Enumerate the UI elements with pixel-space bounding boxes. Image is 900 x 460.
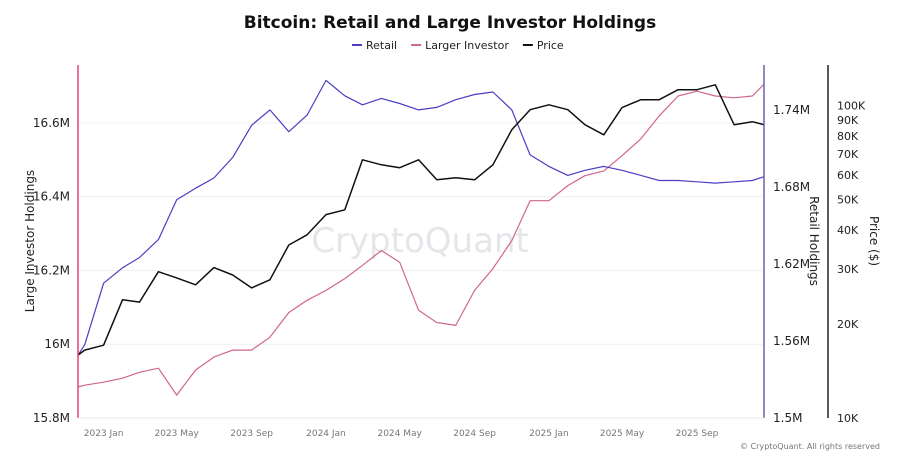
x-tick-label: 2023 Jan xyxy=(84,429,124,439)
left-tick-label: 16M xyxy=(44,337,70,351)
retail-axis-label: Retail Holdings xyxy=(807,196,821,286)
x-tick-label: 2023 Sep xyxy=(230,429,273,439)
left-tick-label: 16.6M xyxy=(33,116,70,130)
retail-tick-label: 1.62M xyxy=(773,257,810,271)
left-tick-label: 15.8M xyxy=(33,411,70,425)
left-tick-label: 16.2M xyxy=(33,263,70,277)
price-tick-label: 90K xyxy=(837,114,859,127)
copyright: © CryptoQuant. All rights reserved xyxy=(740,442,880,451)
x-tick-label: 2024 May xyxy=(377,429,422,439)
price-tick-label: 40K xyxy=(837,224,859,237)
retail-tick-label: 1.56M xyxy=(773,334,810,348)
x-tick-label: 2025 May xyxy=(600,429,645,439)
price-tick-label: 70K xyxy=(837,148,859,161)
chart-title: Bitcoin: Retail and Large Investor Holdi… xyxy=(244,13,656,33)
x-tick-label: 2025 Jan xyxy=(529,429,569,439)
x-tick-label: 2024 Jan xyxy=(306,429,346,439)
series-line-retail xyxy=(77,79,765,356)
retail-tick-label: 1.68M xyxy=(773,180,810,194)
x-tick-label: 2024 Sep xyxy=(453,429,496,439)
retail-tick-label: 1.5M xyxy=(773,411,802,425)
series-line-larger-investor xyxy=(77,83,765,396)
price-tick-label: 80K xyxy=(837,130,859,143)
watermark: CryptoQuant xyxy=(311,221,529,261)
x-tick-label: 2025 Sep xyxy=(676,429,719,439)
legend: Retail Larger Investor Price xyxy=(352,39,564,52)
price-tick-label: 60K xyxy=(837,169,859,182)
legend-label: Larger Investor xyxy=(425,39,509,52)
price-tick-label: 100K xyxy=(837,100,866,113)
price-axis-label: Price ($) xyxy=(867,216,881,266)
gridlines xyxy=(78,122,764,419)
legend-label: Price xyxy=(537,39,564,52)
series-line-price xyxy=(77,84,765,356)
series-lines xyxy=(77,79,765,396)
legend-label: Retail xyxy=(366,39,397,52)
left-axis-label: Large Investor Holdings xyxy=(23,170,37,312)
price-tick-label: 20K xyxy=(837,318,859,331)
left-tick-label: 16.4M xyxy=(33,190,70,204)
x-tick-label: 2023 May xyxy=(155,429,200,439)
price-tick-label: 10K xyxy=(837,412,859,425)
price-tick-label: 30K xyxy=(837,263,859,276)
axes: 15.8M 16M 16.2M 16.4M 16.6M 1.5M 1.56M 1.62M 1.6… xyxy=(33,65,866,439)
price-tick-label: 50K xyxy=(837,194,859,207)
retail-tick-label: 1.74M xyxy=(773,103,810,117)
